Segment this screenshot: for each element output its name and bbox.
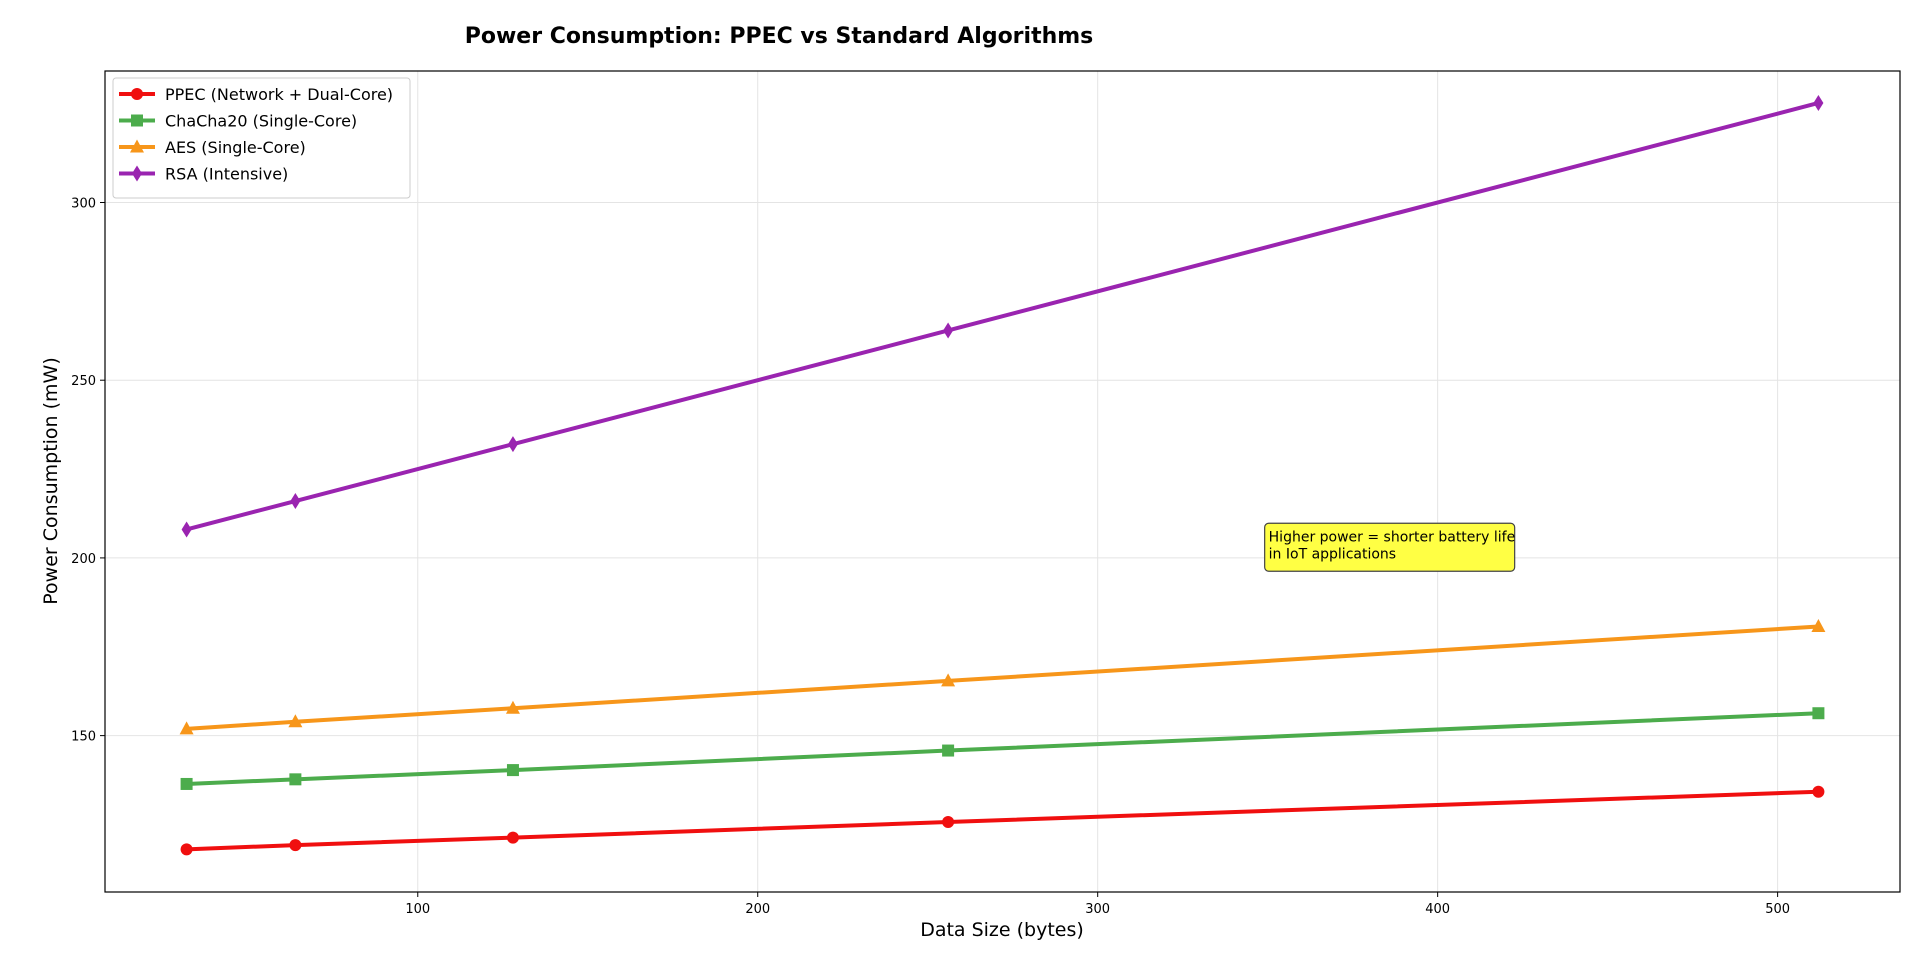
annotation-text: Higher power = shorter battery life	[1269, 529, 1516, 545]
legend-label: ChaCha20 (Single-Core)	[165, 112, 357, 131]
legend-frame	[112, 77, 411, 199]
series-aes-single-core	[179, 619, 1826, 735]
legend: PPEC (Network + Dual-Core) ChaCha20 (Sing…	[112, 77, 411, 199]
legend-marker	[130, 139, 144, 153]
data-point	[507, 436, 518, 453]
series-chacha20-single-core	[180, 707, 1825, 790]
series-line	[184, 711, 1821, 786]
legend-marker	[131, 114, 143, 127]
x-tick-label: 300	[1085, 902, 1110, 917]
series-line	[184, 789, 1821, 852]
y-tick-label: 250	[71, 374, 96, 389]
x-tick-label: 400	[1425, 902, 1450, 917]
data-point	[942, 744, 955, 757]
plot-frame	[104, 70, 1901, 893]
data-point	[179, 721, 194, 735]
legend-item: ChaCha20 (Single-Core)	[119, 112, 357, 131]
data-point	[180, 843, 193, 856]
y-tick-label: 150	[71, 730, 96, 745]
x-tick-label: 200	[745, 902, 770, 917]
x-axis-label: Data Size (bytes)	[920, 919, 1084, 941]
data-point	[181, 521, 192, 538]
legend-item: RSA (Intensive)	[119, 165, 288, 184]
data-point	[1813, 94, 1824, 111]
data-point	[289, 773, 302, 786]
data-point	[290, 493, 301, 510]
x-tick-label: 500	[1765, 902, 1790, 917]
annotation-text: in IoT applications	[1269, 546, 1396, 562]
data-point	[289, 839, 302, 852]
legend-label: AES (Single-Core)	[165, 138, 306, 157]
data-point	[941, 673, 956, 687]
series-layer	[179, 94, 1826, 856]
data-point	[1812, 707, 1825, 720]
legend-item: PPEC (Network + Dual-Core)	[119, 85, 393, 104]
series-ppec-network-dual-core	[180, 785, 1825, 856]
data-point	[1812, 785, 1825, 798]
y-axis-label: Power Consumption (mW)	[40, 357, 62, 604]
series-rsa-intensive	[181, 94, 1824, 538]
legend-label: PPEC (Network + Dual-Core)	[165, 85, 393, 104]
data-point	[942, 815, 955, 828]
data-point	[943, 322, 954, 339]
series-line	[184, 100, 1821, 532]
grid	[105, 71, 1900, 892]
legend-label: RSA (Intensive)	[165, 165, 288, 184]
axis-ticks: 100 200 300 400 500 150 200 250 300	[71, 197, 1790, 917]
x-tick-label: 100	[405, 902, 430, 917]
annotation-background	[1264, 522, 1516, 572]
legend-marker	[131, 88, 143, 100]
legend-marker	[132, 165, 142, 182]
data-point	[505, 700, 520, 714]
y-tick-label: 300	[71, 197, 96, 212]
series-line	[184, 624, 1821, 731]
data-point	[506, 764, 519, 777]
data-point	[180, 777, 193, 790]
y-tick-label: 200	[71, 552, 96, 567]
data-point	[1811, 619, 1826, 633]
legend-item: AES (Single-Core)	[119, 138, 306, 157]
chart-title: Power Consumption: PPEC vs Standard Algo…	[465, 24, 1094, 49]
data-point	[288, 714, 303, 728]
data-point	[506, 831, 519, 844]
